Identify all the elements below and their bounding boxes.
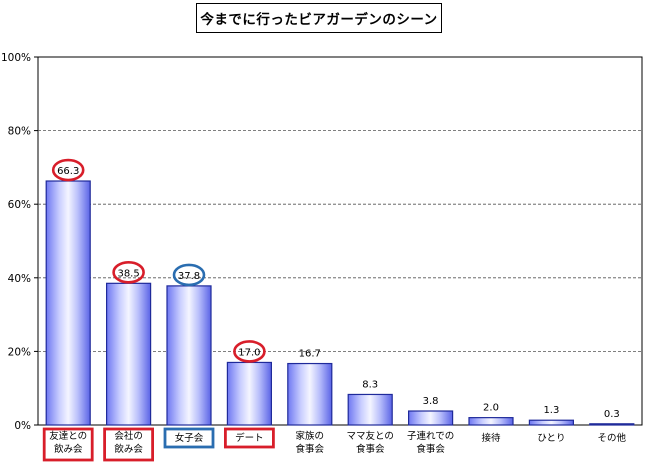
category-label: 女子会 — [175, 432, 204, 444]
bar — [528, 419, 575, 426]
data-label: 2.0 — [483, 403, 499, 414]
value-highlight-circle — [172, 263, 206, 287]
bar — [589, 423, 635, 426]
category-label: 飲み会 — [54, 443, 83, 455]
value-highlight-circle — [51, 158, 85, 182]
bar — [287, 362, 333, 426]
category-highlight-box — [223, 427, 275, 449]
category-label: 子連れでの — [407, 430, 454, 442]
bar — [347, 393, 393, 426]
bar — [408, 410, 454, 426]
y-tick-label: 60% — [8, 199, 31, 211]
y-tick-label: 20% — [8, 346, 31, 358]
bar — [166, 285, 212, 426]
category-label: 食事会 — [296, 443, 325, 455]
data-label: 37.8 — [178, 271, 200, 282]
bar — [45, 180, 91, 426]
category-label: ひとり — [537, 433, 565, 444]
category-label: 飲み会 — [114, 443, 143, 455]
bar — [468, 417, 514, 426]
category-label: 食事会 — [416, 443, 445, 455]
value-highlight-circle — [112, 261, 145, 284]
data-label: 17.0 — [238, 347, 260, 358]
category-highlight-box — [42, 427, 94, 462]
y-tick-label: 80% — [8, 126, 31, 138]
category-highlight-box — [103, 427, 154, 462]
data-label: 16.7 — [299, 349, 321, 360]
data-label: 0.3 — [604, 409, 620, 420]
data-label: 3.8 — [423, 396, 439, 407]
category-label: 家族の — [296, 430, 325, 442]
y-tick-label: 0% — [14, 420, 31, 432]
chart-title: 今までに行ったビアガーデンのシーン — [196, 3, 442, 33]
data-label: 8.3 — [362, 379, 378, 390]
category-highlight-box — [163, 427, 215, 449]
value-highlight-circle — [233, 340, 266, 363]
y-tick-label: 100% — [1, 52, 31, 64]
category-label: 会社の — [114, 430, 143, 442]
bar — [105, 282, 152, 426]
category-label: その他 — [598, 432, 627, 444]
data-label: 66.3 — [57, 166, 79, 177]
bar — [226, 361, 272, 426]
category-label: ママ友との — [346, 430, 393, 442]
category-label: 友達との — [49, 430, 87, 442]
y-tick-label: 40% — [8, 273, 31, 285]
category-label: 食事会 — [356, 443, 385, 455]
data-label: 1.3 — [543, 405, 559, 416]
category-label: デート — [235, 432, 264, 444]
category-label: 接待 — [481, 432, 501, 444]
data-label: 38.5 — [117, 268, 139, 279]
